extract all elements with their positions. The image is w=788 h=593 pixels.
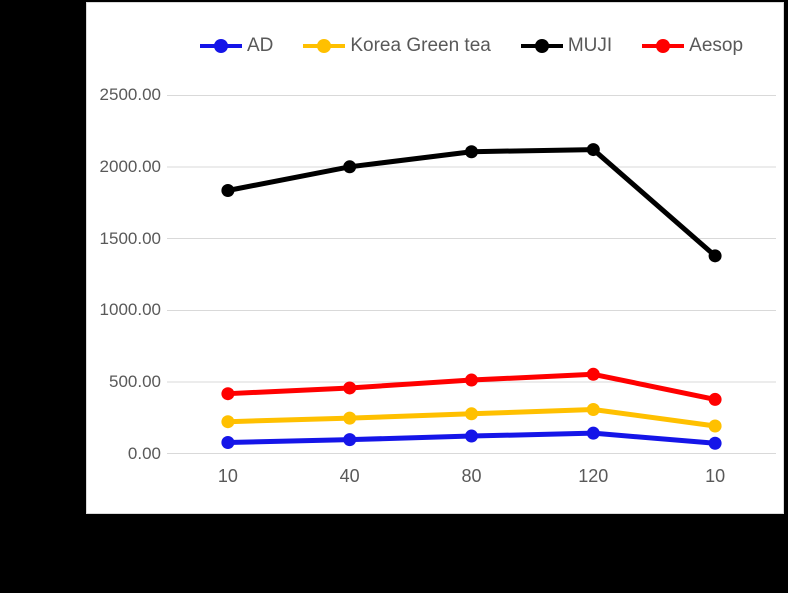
data-point-aesop-80: [465, 373, 478, 387]
data-point-aesop-40: [343, 381, 357, 395]
chart-panel: AD Korea Green tea MUJI Aesop 0.00 500.00 100…: [86, 2, 784, 514]
legend-label: AD: [246, 35, 274, 56]
legend-marker-icon: [303, 39, 346, 53]
data-point-muji-120: [586, 143, 600, 157]
x-tick-label-1: 40: [339, 466, 360, 486]
data-point-muji-10: [221, 183, 235, 197]
data-point-korea-green-tea-80: [465, 407, 478, 421]
x-tick-label-3: 120: [578, 466, 609, 486]
data-point-ad-10: [221, 436, 235, 450]
data-point-korea-green-tea-10: [708, 419, 722, 433]
legend-item-ad: AD: [199, 35, 274, 57]
y-tick-label-1000: 1000.00: [99, 300, 161, 320]
x-tick-label-2: 80: [461, 466, 482, 486]
data-point-muji-10: [708, 249, 722, 263]
data-point-korea-green-tea-40: [343, 411, 357, 425]
data-point-aesop-10: [221, 387, 235, 401]
data-point-ad-10: [708, 436, 722, 450]
legend-item-aesop: Aesop: [642, 35, 743, 57]
y-tick-label-1500: 1500.00: [99, 228, 161, 248]
chart-legend: AD Korea Green tea MUJI Aesop: [167, 34, 776, 58]
line-chart-plot-area: [167, 95, 776, 454]
data-point-muji-80: [465, 145, 478, 159]
legend-marker-icon: [199, 39, 242, 53]
legend-marker-icon: [520, 39, 563, 53]
legend-marker-icon: [642, 39, 685, 53]
data-point-muji-40: [343, 160, 357, 174]
series-line-muji: [227, 147, 717, 258]
legend-label: Korea Green tea: [350, 35, 491, 56]
legend-item-muji: MUJI: [520, 35, 613, 57]
y-tick-label-500: 500.00: [109, 372, 161, 392]
data-point-ad-40: [343, 433, 357, 447]
y-tick-label-2000: 2000.00: [99, 156, 161, 176]
legend-label: Aesop: [689, 35, 744, 56]
x-tick-label-0: 10: [217, 466, 238, 486]
data-point-aesop-120: [586, 367, 600, 381]
data-point-aesop-10: [708, 392, 722, 406]
legend-label: MUJI: [567, 35, 613, 56]
y-tick-label-0: 0.00: [127, 444, 161, 463]
data-point-ad-120: [586, 426, 600, 440]
y-tick-label-2500: 2500.00: [99, 85, 161, 104]
legend-item-korea-green-tea: Korea Green tea: [303, 35, 491, 57]
x-tick-label-4: 10: [705, 466, 726, 486]
data-point-ad-80: [465, 429, 478, 443]
data-point-korea-green-tea-120: [586, 402, 600, 416]
data-point-korea-green-tea-10: [221, 415, 235, 429]
